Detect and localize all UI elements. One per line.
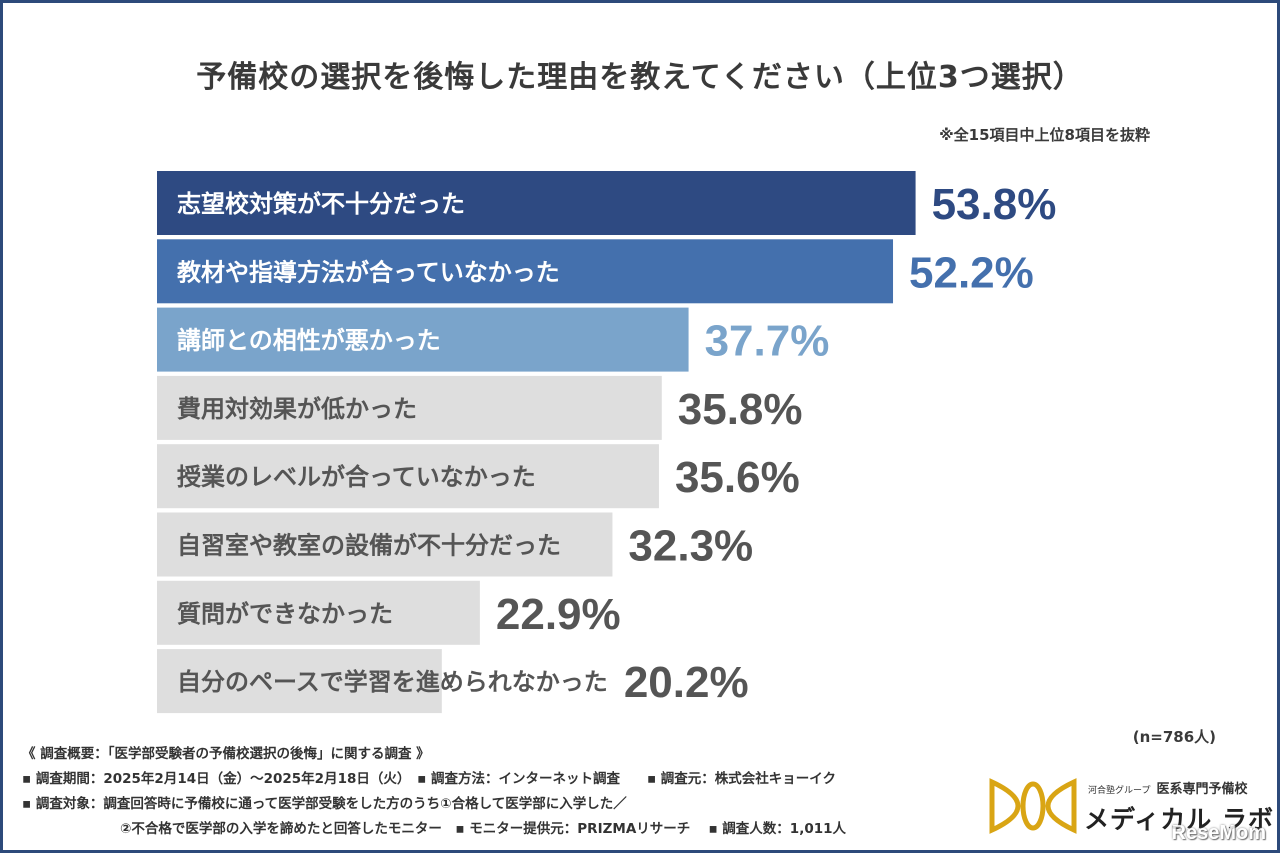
bar [157, 307, 689, 372]
category-label: 授業のレベルが合っていなかった [177, 463, 536, 491]
value-label: 52.2% [909, 248, 1034, 297]
bar [157, 580, 480, 645]
bar [157, 649, 442, 714]
category-label: 教材や指導方法が合っていなかった [177, 258, 560, 286]
medical-lab-logo: 河合塾グループ 医系専門予備校 メディカル ラボ [988, 776, 1273, 836]
category-label: 質問ができなかった [177, 600, 393, 628]
logo-school: 医系専門予備校 [1156, 782, 1248, 797]
value-label: 53.8% [932, 180, 1057, 229]
category-label: 講師との相性が悪かった [177, 327, 441, 355]
logo-mark-icon [989, 778, 1077, 834]
value-label: 22.9% [496, 590, 621, 639]
sample-size: (n=786人) [1132, 728, 1216, 746]
footer-line-3: ②不合格で医学部の入学を諦めたと回答したモニター ▪ モニター提供元：PRIZM… [120, 821, 847, 837]
category-label: 自分のペースで学習を進められなかった [177, 668, 608, 696]
footer-line-1: ▪ 調査期間：2025年2月14日（金）〜2025年2月18日（火） ▪ 調査方… [22, 771, 837, 787]
value-label: 37.7% [705, 317, 830, 366]
watermark: ReseMom [1171, 822, 1266, 844]
logo-group: 河合塾グループ [1088, 786, 1151, 796]
logo-subtitle: 河合塾グループ 医系専門予備校 [1088, 778, 1247, 797]
survey-footer: 《 調査概要：「医学部受験者の予備校選択の後悔」に関する調査 》 ▪ 調査期間：… [22, 742, 846, 842]
footer-heading: 《 調査概要：「医学部受験者の予備校選択の後悔」に関する調査 》 [22, 746, 430, 762]
value-label: 35.8% [678, 385, 803, 434]
bar [157, 512, 613, 577]
chart-title: 予備校の選択を後悔した理由を教えてください（上位3つ選択） [196, 60, 1084, 95]
footer-line-2: ▪ 調査対象：調査回答時に予備校に通って医学部受験をした方のうち①合格して医学部… [22, 796, 627, 812]
logo-name: メディカル ラボ [1084, 805, 1274, 834]
value-label: 32.3% [628, 522, 753, 571]
bar [157, 375, 662, 440]
category-label: 志望校対策が不十分だった [177, 190, 465, 218]
category-label: 費用対効果が低かった [177, 395, 417, 423]
value-label: 35.6% [675, 453, 800, 502]
bar [157, 444, 659, 509]
category-label: 自習室や教室の設備が不十分だった [177, 532, 561, 560]
value-label: 20.2% [624, 658, 749, 707]
bar [157, 239, 894, 304]
bar [157, 171, 916, 235]
chart-note: ※全15項目中上位8項目を抜粋 [939, 126, 1150, 144]
